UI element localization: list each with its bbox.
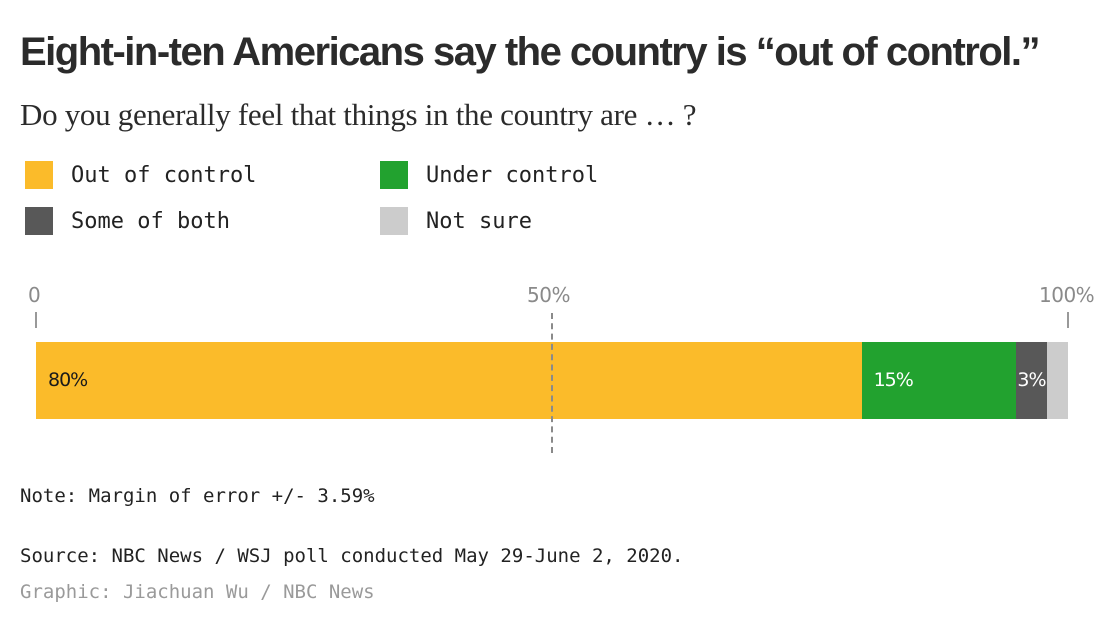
legend-item-not-sure: Not sure <box>380 206 532 236</box>
chart-subtitle: Do you generally feel that things in the… <box>20 97 697 132</box>
bar-segment-some-of-both <box>1016 342 1048 419</box>
bar-segment-not-sure <box>1047 342 1068 419</box>
legend-label-under-control: Under control <box>426 162 599 188</box>
x-tick-mark-100 <box>1067 312 1069 328</box>
x-tick-label-0: 0 <box>28 283 41 307</box>
legend-swatch-not-sure <box>380 207 408 235</box>
legend-item-under-control: Under control <box>380 160 598 190</box>
midpoint-reference-line <box>551 313 553 453</box>
margin-of-error-note: Note: Margin of error +/- 3.59% <box>20 485 375 507</box>
bar-label-out-of-control: 80% <box>48 369 88 391</box>
source-note: Source: NBC News / WSJ poll conducted Ma… <box>20 545 684 567</box>
chart-title: Eight-in-ten Americans say the country i… <box>20 30 1041 74</box>
x-tick-mark-0 <box>35 312 37 328</box>
bar-label-under-control: 15% <box>873 369 914 391</box>
legend-swatch-some-of-both <box>25 207 53 235</box>
bar-label-some-of-both: 3% <box>1017 369 1046 391</box>
bar-segment-under-control <box>861 342 1017 419</box>
x-tick-label-100: 100% <box>1039 283 1095 307</box>
legend-label-some-of-both: Some of both <box>71 208 230 234</box>
legend-swatch-out-of-control <box>25 161 53 189</box>
bar-segment-out-of-control <box>36 342 862 419</box>
legend-label-out-of-control: Out of control <box>71 162 257 188</box>
graphic-credit: Graphic: Jiachuan Wu / NBC News <box>20 581 375 603</box>
legend-swatch-under-control <box>380 161 408 189</box>
legend-label-not-sure: Not sure <box>426 208 532 234</box>
x-tick-label-50: 50% <box>527 283 570 307</box>
legend-item-out-of-control: Out of control <box>25 160 256 190</box>
legend-item-some-of-both: Some of both <box>25 206 230 236</box>
